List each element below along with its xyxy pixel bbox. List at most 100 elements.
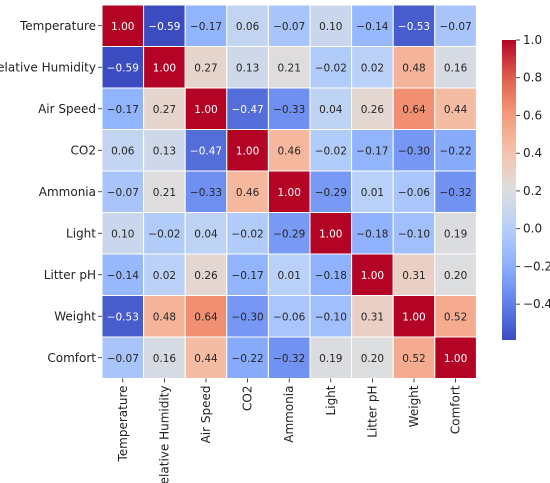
heatmap-cell bbox=[267, 253, 311, 296]
cell-value-label: −0.18 bbox=[356, 228, 388, 240]
heatmap-cell bbox=[184, 87, 228, 130]
heatmap-cell bbox=[351, 336, 394, 379]
cell-value-label: 0.02 bbox=[361, 62, 384, 74]
heatmap-cell bbox=[226, 295, 269, 338]
heatmap-cell bbox=[226, 212, 269, 255]
heatmap-cell bbox=[309, 212, 353, 255]
heatmap-cell bbox=[392, 212, 436, 255]
heatmap-cell bbox=[101, 170, 145, 213]
cell-value-label: 0.04 bbox=[319, 104, 343, 116]
cell-value-label: −0.53 bbox=[107, 311, 139, 323]
colorbar: 1.0 0.8 0.6 0.4 0.2 0.0 −0.2 −0.4 bbox=[502, 33, 550, 340]
row-label: Litter pH bbox=[44, 268, 96, 282]
row-label: Air Speed bbox=[38, 102, 96, 116]
heatmap-cell bbox=[101, 212, 145, 255]
cell-value-label: −0.22 bbox=[440, 145, 472, 157]
cell-value-label: 0.52 bbox=[444, 311, 467, 323]
column-label: Temperature bbox=[116, 386, 130, 463]
cell-value-label: −0.30 bbox=[398, 145, 430, 157]
colorbar-gradient bbox=[502, 40, 516, 340]
cell-value-label: 0.04 bbox=[194, 228, 218, 240]
heatmap-cell bbox=[267, 212, 311, 255]
heatmap-cell bbox=[309, 4, 353, 47]
cell-value-label: 0.44 bbox=[194, 353, 218, 365]
cell-value-label: −0.47 bbox=[232, 104, 264, 116]
colorbar-tick-label: 0.2 bbox=[523, 184, 542, 198]
cell-value-label: 0.27 bbox=[194, 62, 217, 74]
heatmap-cell bbox=[267, 46, 311, 89]
heatmap-cell bbox=[351, 253, 394, 296]
cell-value-label: 0.13 bbox=[236, 62, 259, 74]
heatmap-cell bbox=[101, 336, 145, 379]
cell-value-label: 0.44 bbox=[444, 104, 468, 116]
column-label: Comfort bbox=[449, 385, 463, 434]
cell-value-label: −0.17 bbox=[356, 145, 388, 157]
row-label: Weight bbox=[54, 309, 96, 323]
cell-value-label: −0.10 bbox=[315, 311, 347, 323]
row-label: Ammonia bbox=[39, 185, 96, 199]
column-label: Relative Humidity bbox=[157, 386, 171, 483]
heatmap-cell bbox=[226, 87, 269, 130]
cell-value-label: 1.00 bbox=[361, 270, 384, 282]
cell-value-label: 0.01 bbox=[278, 270, 301, 282]
cell-value-label: −0.02 bbox=[315, 62, 347, 74]
cell-value-label: 0.20 bbox=[361, 353, 384, 365]
cell-value-label: 0.10 bbox=[319, 21, 342, 33]
cell-value-label: 0.19 bbox=[319, 353, 342, 365]
cell-value-label: 0.46 bbox=[236, 187, 260, 199]
colorbar-ticks: 1.0 0.8 0.6 0.4 0.2 0.0 −0.2 −0.4 bbox=[516, 33, 550, 311]
cell-value-label: −0.07 bbox=[440, 21, 472, 33]
cell-value-label: 0.16 bbox=[153, 353, 177, 365]
heatmap-cells: 1.00 −0.59 −0.17 0.06 −0.07 0.10 −0.14 −0.53 −0.… bbox=[101, 4, 477, 379]
cell-value-label: −0.47 bbox=[190, 145, 222, 157]
cell-value-label: −0.07 bbox=[107, 187, 139, 199]
cell-value-label: −0.18 bbox=[315, 270, 347, 282]
cell-value-label: −0.14 bbox=[107, 270, 139, 282]
cell-value-label: 0.19 bbox=[444, 228, 467, 240]
heatmap-cell bbox=[434, 87, 477, 130]
cell-value-label: −0.22 bbox=[232, 353, 264, 365]
cell-value-label: −0.06 bbox=[398, 187, 430, 199]
heatmap-cell bbox=[309, 295, 353, 338]
cell-value-label: −0.17 bbox=[190, 21, 222, 33]
heatmap-cell bbox=[226, 129, 269, 172]
heatmap-cell bbox=[267, 295, 311, 338]
cell-value-label: 0.64 bbox=[402, 104, 426, 116]
cell-value-label: 0.46 bbox=[278, 145, 302, 157]
heatmap-cell bbox=[101, 253, 145, 296]
cell-value-label: −0.32 bbox=[440, 187, 472, 199]
heatmap-cell bbox=[101, 295, 145, 338]
heatmap-cell bbox=[434, 212, 477, 255]
row-label: Temperature bbox=[19, 19, 96, 33]
cell-value-label: −0.17 bbox=[107, 104, 139, 116]
cell-value-label: 1.00 bbox=[278, 187, 301, 199]
cell-value-label: −0.59 bbox=[107, 62, 139, 74]
cell-value-label: −0.29 bbox=[273, 228, 305, 240]
cell-value-label: 0.64 bbox=[194, 311, 218, 323]
colorbar-tick-label: −0.2 bbox=[523, 259, 550, 273]
cell-value-label: 0.52 bbox=[402, 353, 425, 365]
heatmap-cell bbox=[101, 46, 145, 89]
heatmap-cell bbox=[143, 87, 186, 130]
cell-value-label: 1.00 bbox=[402, 311, 425, 323]
cell-value-label: 0.20 bbox=[444, 270, 467, 282]
heatmap-cell bbox=[392, 46, 436, 89]
cell-value-label: −0.33 bbox=[273, 104, 305, 116]
column-label: Air Speed bbox=[199, 386, 213, 444]
heatmap-cell bbox=[434, 170, 477, 213]
column-label: Ammonia bbox=[282, 386, 296, 443]
cell-value-label: 0.06 bbox=[236, 21, 260, 33]
heatmap-cell bbox=[267, 336, 311, 379]
heatmap-cell bbox=[309, 336, 353, 379]
row-label: CO2 bbox=[71, 143, 96, 157]
cell-value-label: 1.00 bbox=[111, 21, 134, 33]
cell-value-label: 0.31 bbox=[402, 270, 425, 282]
cell-value-label: 1.00 bbox=[236, 145, 259, 157]
heatmap-cell bbox=[184, 212, 228, 255]
cell-value-label: −0.14 bbox=[356, 21, 388, 33]
heatmap-cell bbox=[143, 253, 186, 296]
cell-value-label: 0.27 bbox=[153, 104, 176, 116]
cell-value-label: 0.01 bbox=[361, 187, 384, 199]
heatmap-cell bbox=[351, 46, 394, 89]
cell-value-label: −0.53 bbox=[398, 21, 430, 33]
